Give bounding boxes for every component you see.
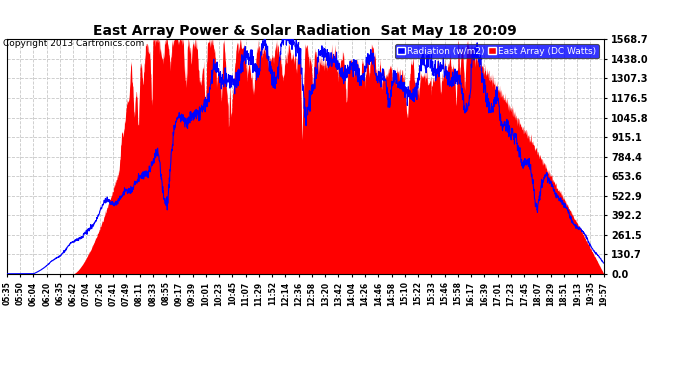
Title: East Array Power & Solar Radiation  Sat May 18 20:09: East Array Power & Solar Radiation Sat M… — [93, 24, 518, 38]
Legend: Radiation (w/m2), East Array (DC Watts): Radiation (w/m2), East Array (DC Watts) — [395, 44, 599, 58]
Text: Copyright 2013 Cartronics.com: Copyright 2013 Cartronics.com — [3, 39, 145, 48]
